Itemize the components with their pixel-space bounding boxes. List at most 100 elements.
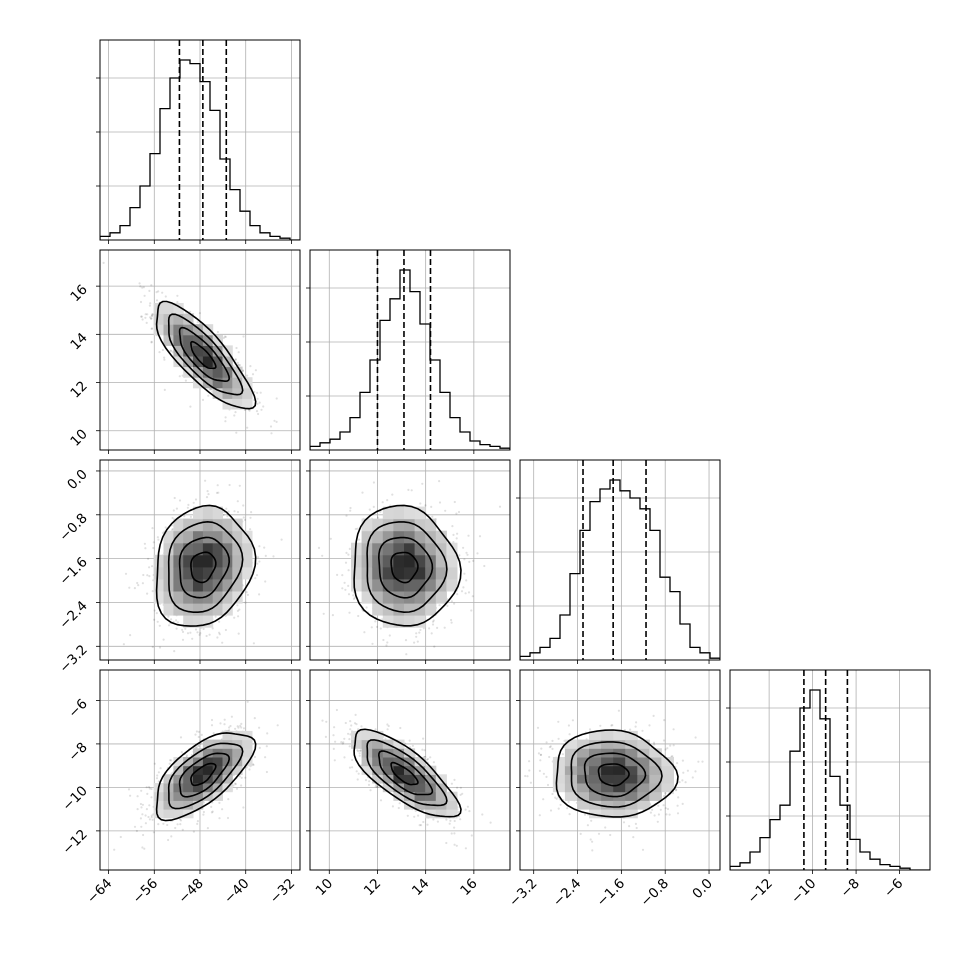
scatter-point — [365, 606, 368, 609]
histogram-step — [520, 479, 720, 660]
scatter-point — [175, 619, 178, 622]
density-cell — [404, 791, 416, 801]
density-cell — [163, 334, 174, 346]
scatter-point — [406, 814, 409, 817]
scatter-point — [252, 642, 255, 645]
scatter-point — [353, 722, 357, 725]
scatter-point — [164, 526, 167, 529]
scatter-point — [141, 803, 144, 806]
scatter-point — [259, 391, 262, 394]
scatter-point — [176, 294, 179, 297]
density-cells — [351, 506, 458, 628]
scatter-point — [457, 810, 460, 814]
density-cell — [173, 800, 184, 810]
panel-0-0 — [96, 39, 301, 244]
scatter-point — [200, 733, 203, 737]
scatter-point — [347, 593, 351, 596]
contours — [155, 504, 257, 627]
scatter-point — [258, 593, 261, 596]
density-cell — [222, 566, 233, 580]
scatter-point — [431, 620, 435, 623]
scatter-point — [147, 785, 151, 789]
scatter-point — [150, 814, 153, 817]
scatter-point — [341, 742, 344, 745]
scatter-point — [253, 390, 256, 394]
density-cell — [212, 334, 223, 346]
density-cell — [425, 518, 437, 532]
scatter-point — [214, 615, 217, 618]
density-cell — [414, 591, 426, 604]
scatter-point — [218, 633, 221, 636]
density-cell — [163, 530, 174, 544]
scatter-point — [168, 762, 171, 765]
density-cell — [404, 748, 416, 758]
scatter-point — [197, 745, 201, 748]
density-cell — [202, 615, 214, 628]
scatter-point — [218, 817, 221, 820]
density-cell — [372, 542, 384, 556]
density-cell — [361, 591, 373, 604]
scatter-point — [173, 650, 176, 653]
scatter-point — [464, 847, 467, 850]
scatter-point — [353, 596, 356, 599]
density-cell — [435, 591, 447, 604]
scatter-point — [459, 818, 462, 821]
scatter-point — [430, 505, 433, 508]
scatter-point — [248, 409, 251, 412]
scatter-point — [356, 749, 359, 752]
scatter-point — [455, 844, 458, 847]
scatter-point — [151, 818, 154, 821]
scatter-point — [191, 637, 194, 640]
density-cell — [173, 518, 184, 532]
scatter-point — [445, 841, 448, 845]
scatter-point — [196, 631, 199, 634]
density-cell — [232, 542, 243, 556]
density-cell — [193, 615, 204, 628]
scatter-point — [215, 491, 219, 494]
scatter-point — [234, 783, 237, 786]
scatter-point — [356, 527, 359, 530]
y-tick-label: −3.2 — [56, 642, 90, 676]
density-cell — [393, 615, 405, 628]
scatter-point — [162, 638, 165, 641]
density-cell — [232, 387, 243, 399]
density-cell — [222, 530, 233, 544]
y-tick-label: −8 — [65, 739, 90, 764]
scatter-point — [419, 824, 423, 827]
scatter-point — [443, 626, 446, 629]
scatter-point — [199, 632, 202, 635]
scatter-point — [351, 758, 354, 762]
scatter-point — [246, 700, 249, 703]
scatter-point — [170, 835, 173, 838]
histogram-step — [100, 59, 300, 240]
scatter-point — [189, 631, 192, 634]
contours — [155, 732, 257, 822]
density-cell — [153, 791, 164, 801]
density-cell — [372, 530, 384, 544]
scatter-point — [237, 632, 240, 635]
scatter-point — [455, 537, 458, 540]
scatter-point — [456, 532, 459, 535]
scatter-point — [223, 335, 226, 338]
scatter-point — [265, 745, 268, 748]
density-cell — [153, 591, 164, 604]
scatter-point — [209, 388, 212, 391]
density-cell — [404, 566, 416, 580]
scatter-point — [219, 722, 222, 725]
density-cell — [183, 757, 194, 767]
density-cell — [372, 765, 384, 775]
scatter-point — [446, 604, 449, 608]
scatter-point — [379, 627, 382, 630]
scatter-point — [465, 579, 468, 582]
scatter-point — [448, 822, 451, 825]
density-cell — [404, 542, 416, 556]
scatter-point — [411, 744, 414, 747]
scatter-point — [246, 426, 249, 429]
density-cell — [232, 377, 243, 389]
density-cell — [414, 518, 426, 532]
scatter-point — [374, 620, 377, 623]
scatter-point — [317, 546, 321, 550]
scatter-point — [197, 735, 200, 739]
scatter-point — [452, 541, 455, 544]
density-cell — [202, 366, 214, 378]
